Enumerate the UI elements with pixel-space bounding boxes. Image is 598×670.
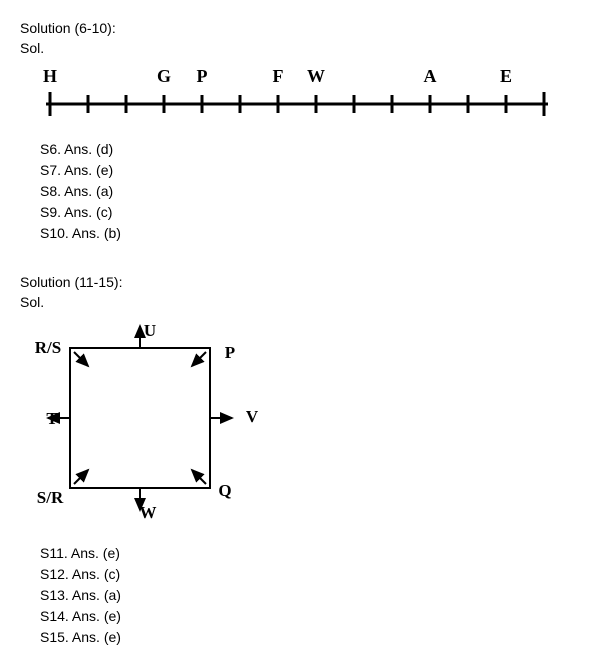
answer-s13: S13. Ans. (a) — [40, 585, 578, 606]
svg-text:U: U — [144, 321, 156, 340]
svg-text:Q: Q — [218, 481, 231, 500]
answer-s6: S6. Ans. (d) — [40, 139, 578, 160]
svg-text:R/S: R/S — [35, 338, 61, 357]
section2: Solution (11-15): Sol. U R/S P T V S/R W Q S11.… — [20, 274, 578, 648]
svg-text:W: W — [140, 503, 157, 522]
answer-s7: S7. Ans. (e) — [40, 160, 578, 181]
section1-heading: Solution (6-10): — [20, 20, 578, 36]
svg-text:V: V — [246, 407, 259, 426]
svg-text:P: P — [197, 66, 208, 86]
svg-text:A: A — [424, 66, 437, 86]
svg-text:T: T — [46, 409, 58, 428]
square-diagram-container: U R/S P T V S/R W Q — [20, 318, 578, 531]
answer-s9: S9. Ans. (c) — [40, 202, 578, 223]
answer-s10: S10. Ans. (b) — [40, 223, 578, 244]
svg-text:H: H — [43, 66, 57, 86]
answer-s12: S12. Ans. (c) — [40, 564, 578, 585]
section2-subheading: Sol. — [20, 294, 578, 310]
section2-heading: Solution (11-15): — [20, 274, 578, 290]
svg-text:S/R: S/R — [37, 488, 64, 507]
section1-subheading: Sol. — [20, 40, 578, 56]
svg-text:P: P — [225, 343, 235, 362]
svg-text:E: E — [500, 66, 512, 86]
answer-s8: S8. Ans. (a) — [40, 181, 578, 202]
number-line-container: HGPFWAE — [20, 64, 578, 127]
section1-answers: S6. Ans. (d) S7. Ans. (e) S8. Ans. (a) S… — [40, 139, 578, 244]
answer-s11: S11. Ans. (e) — [40, 543, 578, 564]
answer-s15: S15. Ans. (e) — [40, 627, 578, 648]
square-diagram: U R/S P T V S/R W Q — [20, 318, 290, 528]
section1: Solution (6-10): Sol. H G P F W A E S6. Ans. (… — [20, 20, 578, 244]
svg-text:F: F — [273, 66, 284, 86]
answer-s14: S14. Ans. (e) — [40, 606, 578, 627]
svg-text:G: G — [157, 66, 171, 86]
svg-text:W: W — [307, 66, 325, 86]
section2-answers: S11. Ans. (e) S12. Ans. (c) S13. Ans. (a… — [40, 543, 578, 648]
number-line-diagram: HGPFWAE — [20, 64, 590, 124]
